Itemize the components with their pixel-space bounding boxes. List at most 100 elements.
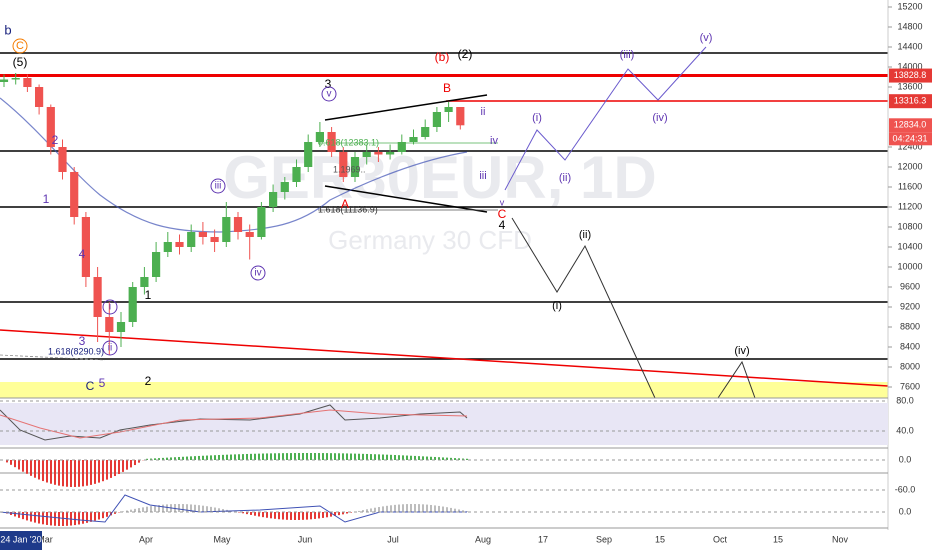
macd-bar [126, 460, 128, 470]
x-tick-label: 17 [538, 534, 548, 544]
momentum-bar [290, 512, 292, 520]
candle-body [233, 217, 243, 232]
macd-bar [122, 460, 124, 472]
wave-label: (iv) [734, 345, 749, 357]
macd-bar [230, 454, 232, 460]
macd-bar [150, 458, 152, 460]
macd-bar [170, 457, 172, 460]
momentum-bar [106, 512, 108, 517]
momentum-bar [342, 512, 344, 515]
momentum-bar [438, 505, 440, 512]
macd-bar [282, 453, 284, 460]
momentum-bar [394, 504, 396, 512]
macd-bar [446, 457, 448, 460]
macd-bar [254, 453, 256, 460]
momentum-bar [318, 512, 320, 519]
candle-body [81, 217, 90, 277]
start-date-badge [0, 531, 42, 550]
y-tick-label: 7600 [900, 381, 920, 391]
x-tick-label: Aug [475, 534, 491, 544]
y-tick-label: 8800 [900, 321, 920, 331]
macd-bar [94, 460, 96, 484]
wave-label: 3 [79, 334, 86, 348]
y-tick-label: 10800 [897, 221, 922, 231]
momentum-bar [242, 512, 244, 514]
macd-bar [262, 453, 264, 460]
momentum-bar [386, 505, 388, 512]
momentum-bar [422, 504, 424, 512]
wave-label: 3 [325, 77, 332, 91]
candle-body [175, 242, 184, 247]
momentum-bar [142, 507, 144, 512]
momentum-bar [78, 512, 80, 525]
momentum-bar [218, 508, 220, 512]
macd-bar [214, 455, 216, 460]
momentum-bar [158, 505, 160, 512]
macd-bar [454, 458, 456, 460]
pane-tick-label: 0.0 [899, 506, 912, 516]
wave-label: (ii) [559, 172, 571, 184]
macd-bar [102, 460, 104, 482]
momentum-bar [426, 504, 428, 512]
watermark-subtitle: Germany 30 CFD [328, 225, 532, 255]
momentum-bar [38, 512, 40, 524]
wave-label: 0.618(12383.1) [318, 137, 379, 147]
macd-bar [222, 454, 224, 460]
macd-bar [462, 458, 464, 460]
momentum-bar [210, 506, 212, 512]
macd-bar [110, 460, 112, 478]
macd-bar [374, 454, 376, 460]
macd-bar [26, 460, 28, 474]
momentum-bar [134, 508, 136, 512]
macd-bar [442, 457, 444, 460]
candle-body [304, 142, 313, 167]
macd-bar [334, 453, 336, 460]
macd-bar [202, 455, 204, 460]
wedge-line [324, 94, 488, 121]
macd-bar [306, 453, 308, 460]
macd-bar [346, 453, 348, 460]
wave-label: 1 [145, 288, 152, 302]
candle-body [432, 112, 441, 127]
macd-bar [46, 460, 48, 483]
countdown: 04:24:31 [892, 134, 927, 144]
wave-circle [102, 299, 118, 315]
macd-bar [6, 460, 8, 463]
watermark-title: GER30EUR, 1D [223, 144, 656, 211]
candle-body [116, 322, 126, 332]
momentum-bar [382, 506, 384, 512]
momentum-bar [90, 512, 92, 522]
macd-bar [366, 453, 368, 460]
macd-bar [342, 453, 344, 460]
momentum-bar [410, 504, 412, 512]
candle-body [11, 78, 20, 80]
candle-body [140, 277, 149, 287]
wave-label: b [4, 22, 11, 37]
wave-label: A [341, 197, 349, 211]
macd-bar [274, 453, 276, 460]
macd-bar [430, 456, 432, 460]
y-tick-label: 13600 [897, 81, 922, 91]
wave-circle [102, 340, 118, 356]
wave-label: i [109, 302, 111, 313]
x-tick-label: Mar [37, 534, 53, 544]
macd-bar [358, 453, 360, 460]
projection-line [504, 46, 707, 191]
wedge-line [324, 185, 488, 213]
y-tick-label: 9600 [900, 281, 920, 291]
candle-body [397, 142, 406, 152]
pane-tick-label: 40.0 [896, 425, 914, 435]
y-tick-label: 15200 [897, 1, 922, 11]
wave-circle [12, 38, 28, 54]
macd-bar [50, 460, 52, 484]
momentum-bar [98, 512, 100, 520]
momentum-bar [346, 512, 348, 514]
macd-bar [90, 460, 92, 485]
macd-bar [138, 460, 140, 463]
fib-line [0, 354, 106, 361]
macd-bar [406, 455, 408, 460]
y-tick-label: 8400 [900, 341, 920, 351]
candle-body [421, 127, 430, 137]
